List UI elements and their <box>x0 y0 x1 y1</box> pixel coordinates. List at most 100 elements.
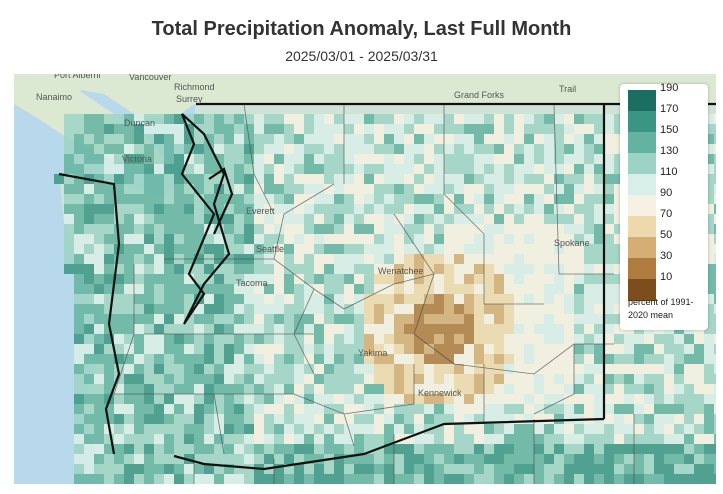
grid-cell <box>424 474 434 484</box>
grid-cell <box>174 204 184 214</box>
grid-cell <box>154 454 164 464</box>
grid-cell <box>684 374 694 384</box>
grid-cell <box>614 304 624 314</box>
grid-cell <box>304 224 314 234</box>
grid-cell <box>654 404 664 414</box>
grid-cell <box>154 264 164 274</box>
grid-cell <box>464 414 474 424</box>
grid-cell <box>194 474 204 484</box>
grid-cell <box>574 294 584 304</box>
grid-cell <box>654 394 664 404</box>
grid-cell <box>574 444 584 454</box>
grid-cell <box>134 184 144 194</box>
grid-cell <box>314 294 324 304</box>
grid-cell <box>504 274 514 284</box>
grid-cell <box>124 404 134 414</box>
grid-cell <box>124 264 134 274</box>
grid-cell <box>314 374 324 384</box>
grid-cell <box>624 424 634 434</box>
grid-cell <box>704 284 714 294</box>
grid-cell <box>354 204 364 214</box>
grid-cell <box>74 184 84 194</box>
grid-cell <box>324 434 334 444</box>
grid-cell <box>274 194 284 204</box>
grid-cell <box>594 394 604 404</box>
grid-cell <box>604 174 614 184</box>
grid-cell <box>284 284 294 294</box>
grid-cell <box>244 214 254 224</box>
grid-cell <box>184 344 194 354</box>
grid-cell <box>484 214 494 224</box>
grid-cell <box>104 194 114 204</box>
grid-cell <box>304 414 314 424</box>
grid-cell <box>474 454 484 464</box>
grid-cell <box>564 204 574 214</box>
grid-cell <box>194 184 204 194</box>
grid-cell <box>674 454 684 464</box>
grid-cell <box>584 354 594 364</box>
grid-cell <box>364 304 374 314</box>
grid-cell <box>544 324 554 334</box>
grid-cell <box>604 354 614 364</box>
grid-cell <box>514 404 524 414</box>
grid-cell <box>444 414 454 424</box>
grid-cell <box>254 354 264 364</box>
grid-cell <box>574 434 584 444</box>
grid-cell <box>244 204 254 214</box>
grid-cell <box>594 254 604 264</box>
precipitation-map[interactable]: Port Alberni Vancouver Richmond Nanaimo Surr… <box>14 74 716 484</box>
grid-cell <box>364 474 374 484</box>
grid-cell <box>234 404 244 414</box>
grid-cell <box>554 254 564 264</box>
legend-tick-label: 150 <box>660 124 679 136</box>
grid-cell <box>304 294 314 304</box>
grid-cell <box>364 354 374 364</box>
grid-cell <box>264 164 274 174</box>
grid-cell <box>404 224 414 234</box>
grid-cell <box>614 194 624 204</box>
grid-cell <box>224 444 234 454</box>
grid-cell <box>704 304 714 314</box>
grid-cell <box>594 344 604 354</box>
grid-cell <box>544 154 554 164</box>
grid-cell <box>314 274 324 284</box>
grid-cell <box>534 434 544 444</box>
grid-cell <box>644 464 654 474</box>
grid-cell <box>154 384 164 394</box>
legend-tick-label: 170 <box>660 103 679 115</box>
grid-cell <box>234 474 244 484</box>
grid-cell <box>304 454 314 464</box>
grid-cell <box>634 334 644 344</box>
grid-cell <box>94 344 104 354</box>
grid-cell <box>484 114 494 124</box>
grid-cell <box>424 454 434 464</box>
grid-cell <box>424 224 434 234</box>
grid-cell <box>194 394 204 404</box>
grid-cell <box>504 404 514 414</box>
grid-cell <box>664 454 674 464</box>
grid-cell <box>524 184 534 194</box>
grid-cell <box>594 294 604 304</box>
grid-cell <box>104 374 114 384</box>
grid-cell <box>104 134 114 144</box>
grid-cell <box>264 274 274 284</box>
grid-cell <box>504 164 514 174</box>
grid-cell <box>544 404 554 414</box>
grid-cell <box>394 144 404 154</box>
grid-cell <box>514 294 524 304</box>
grid-cell <box>244 264 254 274</box>
grid-cell <box>94 304 104 314</box>
grid-cell <box>554 204 564 214</box>
grid-cell <box>204 184 214 194</box>
grid-cell <box>354 224 364 234</box>
grid-cell <box>324 334 334 344</box>
grid-cell <box>144 294 154 304</box>
grid-cell <box>574 394 584 404</box>
grid-cell <box>694 454 704 464</box>
grid-cell <box>244 164 254 174</box>
grid-cell <box>454 254 464 264</box>
grid-cell <box>194 444 204 454</box>
grid-cell <box>444 114 454 124</box>
grid-cell <box>234 424 244 434</box>
